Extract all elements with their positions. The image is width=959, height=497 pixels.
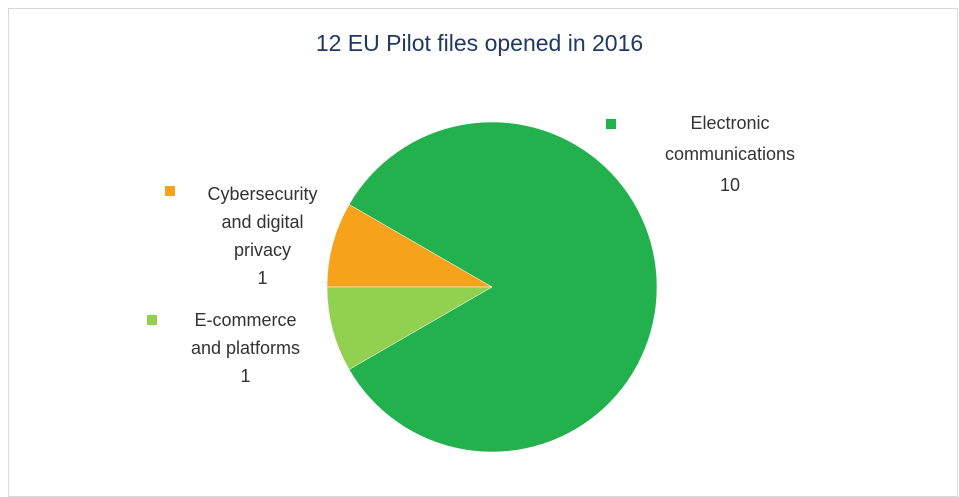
chart-title: 12 EU Pilot files opened in 2016 (315, 30, 644, 56)
legend-marker (165, 186, 175, 196)
legend-marker (147, 315, 157, 325)
data-label: E-commerce and platforms 1 (183, 306, 308, 390)
category-label: Cybersecurity and digital privacy (207, 184, 318, 260)
value-label: 1 (257, 268, 268, 288)
pie-slice (348, 121, 658, 453)
category-label: Electronic communications (664, 113, 796, 164)
value-label: 10 (719, 175, 741, 195)
category-label: E-commerce and platforms (190, 310, 301, 358)
data-label: Electronic communications 10 (655, 108, 805, 201)
pie-slice (326, 204, 493, 288)
legend-marker (606, 119, 616, 129)
pie-slice (326, 286, 493, 370)
data-label: Cybersecurity and digital privacy 1 (200, 180, 325, 292)
value-label: 1 (240, 366, 251, 386)
